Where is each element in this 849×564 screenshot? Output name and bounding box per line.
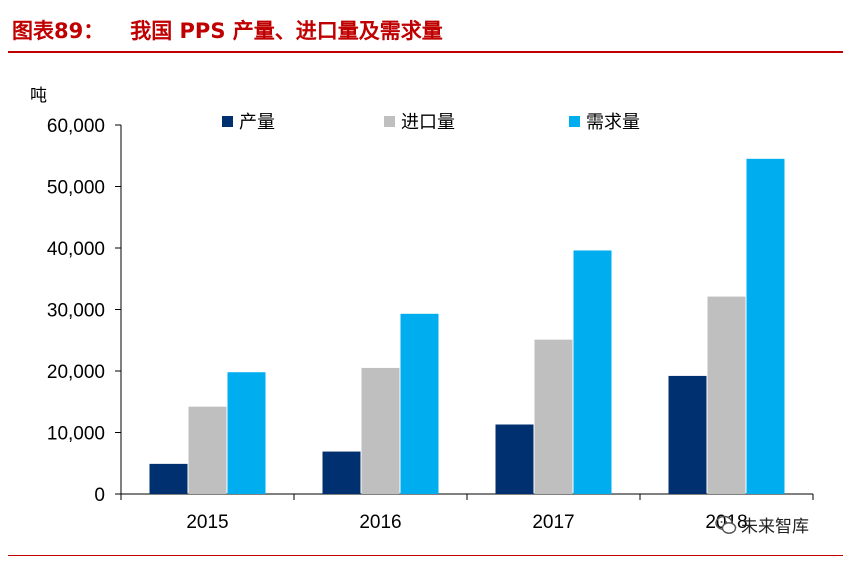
legend-label: 产量 xyxy=(239,112,275,133)
legend-label: 需求量 xyxy=(586,112,640,133)
bar xyxy=(188,406,227,494)
bottom-divider xyxy=(8,555,843,556)
wechat-icon xyxy=(715,515,737,534)
title-bar: 图表89： 我国 PPS 产量、进口量及需求量 xyxy=(12,14,443,46)
legend-swatch xyxy=(569,116,580,127)
axes: 0 10,000 20,000 30,000 40,000 50,000 60,000 201… xyxy=(47,116,814,533)
title-divider xyxy=(8,51,843,53)
y-tick-label: 60,000 xyxy=(47,116,105,137)
figure-label: 图表89： xyxy=(12,19,105,43)
bar xyxy=(668,375,707,494)
watermark: 未来智库 xyxy=(715,512,809,537)
x-tick-label: 2017 xyxy=(532,512,574,533)
x-tick-label: 2016 xyxy=(359,512,401,533)
y-tick-label: 40,000 xyxy=(47,239,105,260)
bar xyxy=(573,250,612,494)
bar xyxy=(361,367,400,494)
y-tick-label: 30,000 xyxy=(47,301,105,322)
y-tick-label: 0 xyxy=(94,485,105,506)
legend-swatch xyxy=(222,116,233,127)
bars xyxy=(149,158,785,494)
bar xyxy=(149,463,188,494)
bar xyxy=(707,296,746,494)
y-tick-label: 10,000 xyxy=(47,424,105,445)
legend-label: 进口量 xyxy=(401,112,455,133)
bar xyxy=(322,451,361,494)
legend-swatch xyxy=(384,116,395,127)
y-tick-label: 20,000 xyxy=(47,362,105,383)
legend: 产量 进口量 需求量 xyxy=(222,112,640,133)
bar xyxy=(227,372,266,494)
chart-title: 我国 PPS 产量、进口量及需求量 xyxy=(130,19,443,43)
y-unit-label: 吨 xyxy=(30,86,47,106)
bar xyxy=(495,424,534,494)
x-tick-label: 2015 xyxy=(186,512,228,533)
bar xyxy=(534,339,573,494)
y-tick-label: 50,000 xyxy=(47,178,105,199)
bar xyxy=(746,158,785,494)
bar xyxy=(400,313,439,494)
watermark-text: 未来智库 xyxy=(741,517,809,537)
